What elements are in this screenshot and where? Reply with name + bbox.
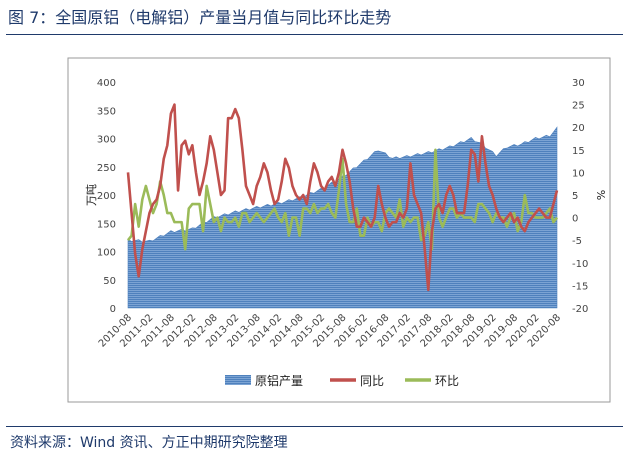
legend: 原铝产量 同比 环比 (225, 373, 459, 388)
legend-label: 同比 (360, 374, 384, 388)
left-tick-label: 0 (110, 304, 116, 315)
right-axis-title: % (594, 190, 607, 200)
rate-lines-layer (126, 103, 559, 292)
right-tick-label: -20 (572, 304, 588, 315)
legend-label: 原铝产量 (255, 373, 303, 388)
title-rule (6, 34, 623, 35)
figure-title: 图 7：全国原铝（电解铝）产量当月值与同比环比走势 (8, 8, 392, 27)
left-tick-label: 350 (97, 106, 116, 117)
right-tick-label: 15 (572, 146, 585, 157)
right-tick-label: 20 (572, 123, 585, 134)
mom-line (126, 148, 559, 251)
legend-label: 环比 (435, 374, 459, 388)
right-tick-label: -15 (572, 281, 588, 292)
right-tick-label: -10 (572, 259, 588, 270)
right-tick-label: -5 (572, 236, 582, 247)
left-tick-label: 200 (97, 191, 116, 202)
left-tick-label: 100 (97, 248, 116, 259)
source-note: 资料来源：Wind 资讯、方正中期研究院整理 (10, 435, 288, 451)
source-rule (6, 426, 623, 427)
left-tick-label: 50 (103, 276, 116, 287)
right-tick-label: 30 (572, 78, 585, 89)
yoy-line (126, 103, 559, 292)
left-tick-label: 250 (97, 163, 116, 174)
right-tick-label: 25 (572, 101, 585, 112)
right-tick-label: 5 (572, 191, 578, 202)
right-tick-label: 0 (572, 214, 578, 225)
left-axis-title: 万吨 (85, 184, 98, 206)
left-tick-label: 400 (97, 78, 116, 89)
right-tick-label: 10 (572, 168, 585, 179)
legend-swatch-production (225, 375, 251, 385)
left-tick-label: 300 (97, 135, 116, 146)
left-tick-label: 150 (97, 219, 116, 230)
